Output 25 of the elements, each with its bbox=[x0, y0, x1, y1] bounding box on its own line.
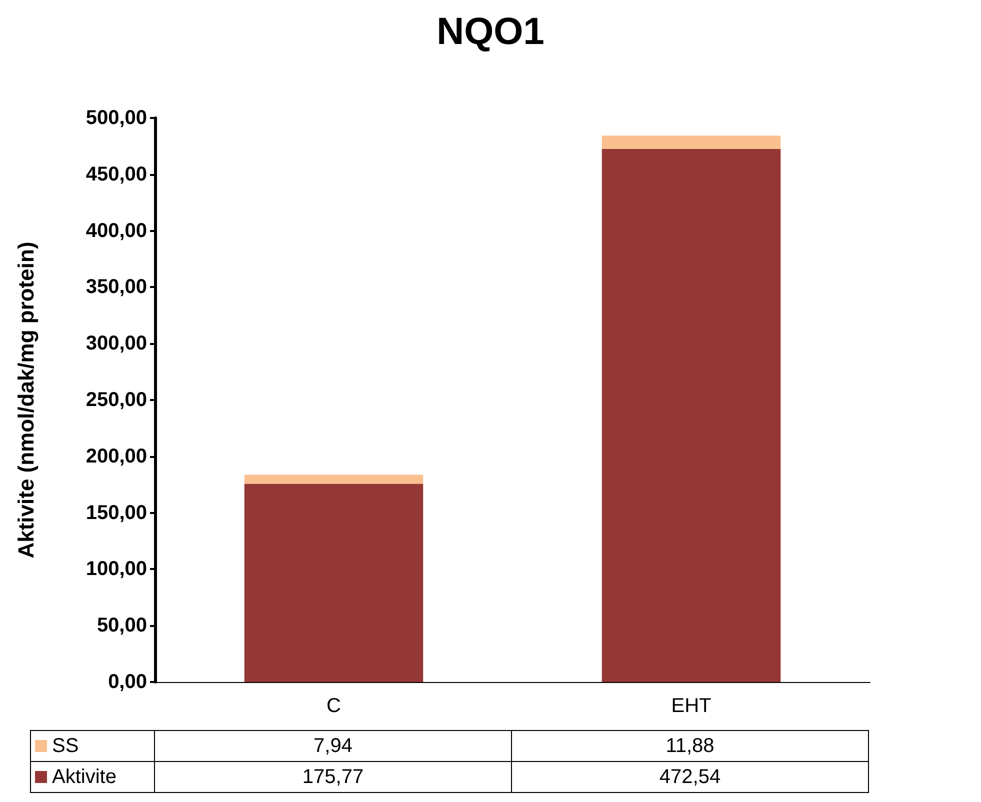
y-tick-label: 200,00 bbox=[86, 445, 147, 468]
y-axis-title: Aktivite (nmol/dak/mg protein) bbox=[14, 242, 38, 558]
bar bbox=[602, 148, 781, 682]
legend-label: SS bbox=[30, 730, 154, 762]
y-tick-label: 50,00 bbox=[96, 614, 147, 637]
chart-title: NQO1 bbox=[436, 11, 544, 53]
data-label: 7,94 bbox=[154, 730, 512, 762]
y-tick-label: 0,00 bbox=[108, 671, 147, 693]
data-label: 472,54 bbox=[512, 762, 868, 792]
bar bbox=[602, 136, 781, 149]
y-tick-label: 300,00 bbox=[86, 332, 147, 355]
data-label: 11,88 bbox=[512, 730, 868, 762]
x-tick-label: EHT bbox=[671, 695, 712, 717]
y-tick-label: 100,00 bbox=[86, 558, 147, 580]
y-tick-label: 250,00 bbox=[86, 389, 147, 411]
y-tick-label: 500,00 bbox=[86, 107, 147, 129]
y-tick-label: 450,00 bbox=[86, 163, 147, 186]
bar bbox=[244, 484, 424, 682]
x-tick-label: C bbox=[326, 695, 341, 717]
data-label: 175,77 bbox=[154, 762, 512, 792]
y-tick-label: 400,00 bbox=[86, 220, 147, 242]
y-tick-label: 150,00 bbox=[86, 502, 147, 524]
y-tick-label: 350,00 bbox=[86, 276, 147, 298]
legend-label: Aktivite bbox=[30, 762, 154, 792]
bar bbox=[244, 474, 424, 484]
